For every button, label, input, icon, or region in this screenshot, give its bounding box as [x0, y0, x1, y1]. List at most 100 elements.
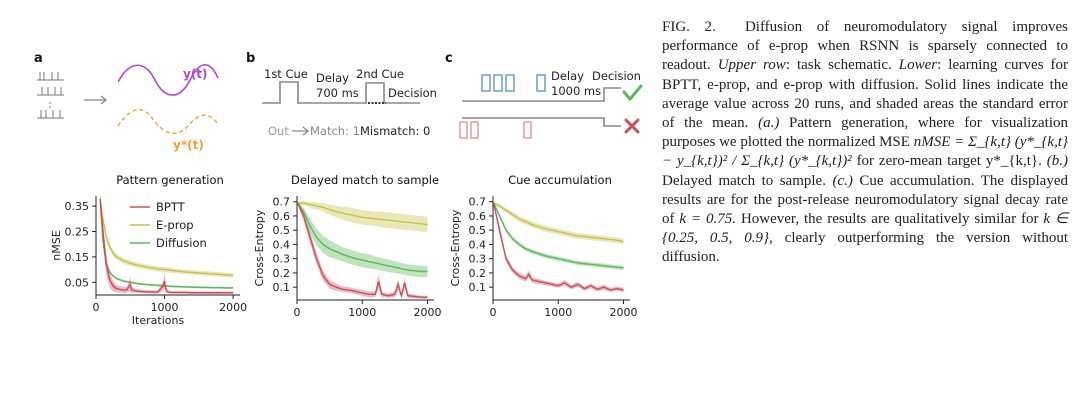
line-bptt	[493, 202, 624, 291]
caption-upper-row: Upper row	[717, 57, 786, 74]
spike-raster	[37, 72, 64, 119]
target-wave	[117, 108, 219, 135]
figure-caption: FIG. 2. Diffusion of neuromodulatory sig…	[662, 18, 1068, 268]
band-eprop	[493, 201, 624, 245]
panel-letter-a: a	[34, 51, 43, 66]
task-signal-c-upper	[462, 87, 621, 102]
cross-icon	[624, 118, 640, 134]
band-eprop	[297, 200, 428, 233]
y-tick-label: 0.1	[273, 281, 291, 294]
caption-formula: nMSE = Σ_{k,t} (y*_{k,t} − y_{k,t})² / Σ…	[662, 134, 1068, 170]
y-tick-label: 0.7	[469, 196, 487, 209]
delay-label-c: Delay	[551, 69, 584, 83]
chart-cue-accumulation: Cue accumulation 0.10.20.3 0.40.50.60.7 0 10…	[449, 173, 637, 319]
task-signal-b	[262, 81, 420, 104]
line-eprop	[493, 202, 624, 243]
chart-pattern-generation: Pattern generation 0.05 0.15 0.25 0.35 0 1000 2…	[50, 173, 247, 327]
band-bptt	[100, 193, 234, 294]
y-tick-label: 0.15	[65, 251, 90, 264]
y-axis-label: nMSE	[50, 230, 63, 260]
caption-a-label: (a.)	[758, 115, 780, 132]
chart-title: Cue accumulation	[508, 173, 612, 187]
line-eprop	[297, 202, 428, 226]
task-signal-c-lower	[462, 117, 621, 127]
chart-title: Pattern generation	[116, 173, 224, 187]
legend-label: Diffusion	[156, 236, 207, 250]
y-tick-label: 0.7	[273, 196, 291, 209]
delay-ms-c: 1000 ms	[551, 84, 601, 98]
caption-c-text3: clearly outperforming the version withou…	[662, 230, 1068, 266]
y-tick-label: 0.35	[65, 200, 90, 213]
line-diffusion	[297, 202, 428, 273]
x-tick-label: 2000	[609, 306, 637, 319]
caption-k-set: k ∈ {0.25, 0.5, 0.9},	[662, 211, 1069, 247]
line-diffusion	[99, 198, 234, 289]
y-tick-label: 0.25	[65, 226, 90, 239]
x-tick-label: 0	[490, 306, 497, 319]
y-axis-label: Cross-Entropy	[253, 209, 266, 286]
caption-k-value: k = 0.75.	[679, 211, 737, 228]
line-diffusion	[493, 202, 624, 269]
line-eprop	[99, 198, 234, 277]
y-tick-label: 0.4	[469, 238, 487, 251]
arrow-icon	[84, 95, 108, 105]
y-tick-label: 0.3	[469, 253, 487, 266]
panel-letter-c: c	[445, 51, 453, 66]
match-label: Match: 1	[310, 124, 360, 138]
y-tick-label: 0.5	[273, 224, 291, 237]
legend-label: E-prop	[156, 218, 194, 232]
caption-fig-label: FIG. 2.	[662, 19, 716, 35]
figure-2: a y(t) y*(t) b 1st Cue Delay 700 ms 2nd …	[34, 51, 643, 327]
caption-c-label: (c.)	[832, 172, 853, 189]
decision-label-c: Decision	[592, 69, 641, 83]
y-tick-label: 0.3	[273, 253, 291, 266]
line-bptt	[99, 198, 234, 294]
band-diffusion	[493, 201, 624, 271]
y-tick-label: 0.6	[273, 210, 291, 223]
y-tick-label: 0.2	[469, 267, 487, 280]
x-tick-label: 0	[294, 306, 301, 319]
y-tick-label: 0.05	[65, 276, 90, 289]
caption-title: Diffusion of neuromodulatory signal impr…	[662, 19, 1069, 74]
x-tick-label: 2000	[413, 306, 441, 319]
x-tick-label: 2000	[219, 301, 247, 314]
x-tick-label: 1000	[151, 301, 179, 314]
mismatch-label: Mismatch: 0	[360, 124, 430, 138]
check-icon	[622, 84, 643, 102]
panel-letter-b: b	[246, 51, 255, 66]
caption-a-text2: for zero-mean target y*_{k,t}.	[856, 153, 1042, 170]
x-tick-label: 1000	[544, 306, 572, 319]
y-tick-label: 0.2	[273, 267, 291, 280]
output-label: y(t)	[183, 67, 208, 81]
legend-label: BPTT	[156, 200, 186, 214]
blue-cues	[481, 74, 546, 92]
x-tick-label: 0	[93, 301, 100, 314]
y-tick-label: 0.5	[469, 224, 487, 237]
caption-lower-text: : learning curves for BPTT, e-prop, and …	[662, 57, 1069, 132]
caption-c-text2: However, the results are qualitatively s…	[740, 211, 1039, 228]
target-label: y*(t)	[173, 138, 204, 152]
caption-b-label: (b.)	[1046, 153, 1069, 170]
y-tick-label: 0.6	[469, 210, 487, 223]
x-tick-label: 1000	[348, 306, 376, 319]
y-axis-label: Cross-Entropy	[449, 209, 462, 286]
y-tick-label: 0.4	[273, 238, 291, 251]
caption-b-text: Delayed match to sample.	[662, 172, 826, 189]
caption-lower: Lower	[898, 57, 938, 74]
caption-upper-text: : task schematic.	[785, 57, 892, 74]
decision-label-b: Decision	[388, 86, 437, 100]
delay-ms-b: 700 ms	[316, 86, 359, 100]
cue1-label: 1st Cue	[264, 67, 308, 81]
band-diffusion	[297, 201, 428, 278]
line-bptt	[297, 202, 428, 299]
caption-a-text: Pattern generation, where for visualizat…	[662, 115, 1069, 151]
chart-delayed-match: Delayed match to sample0.10.20.30.40.50.…	[253, 173, 441, 319]
chart-title: Delayed match to sample	[291, 173, 439, 187]
pink-cues	[459, 121, 532, 139]
cue2-label: 2nd Cue	[356, 67, 404, 81]
caption-c-text: Cue accumulation. The displayed results …	[662, 172, 1069, 228]
y-tick-label: 0.1	[469, 281, 487, 294]
out-label: Out	[268, 124, 289, 138]
x-axis-label: Iterations	[132, 314, 185, 327]
out-arrow-icon	[292, 126, 309, 136]
